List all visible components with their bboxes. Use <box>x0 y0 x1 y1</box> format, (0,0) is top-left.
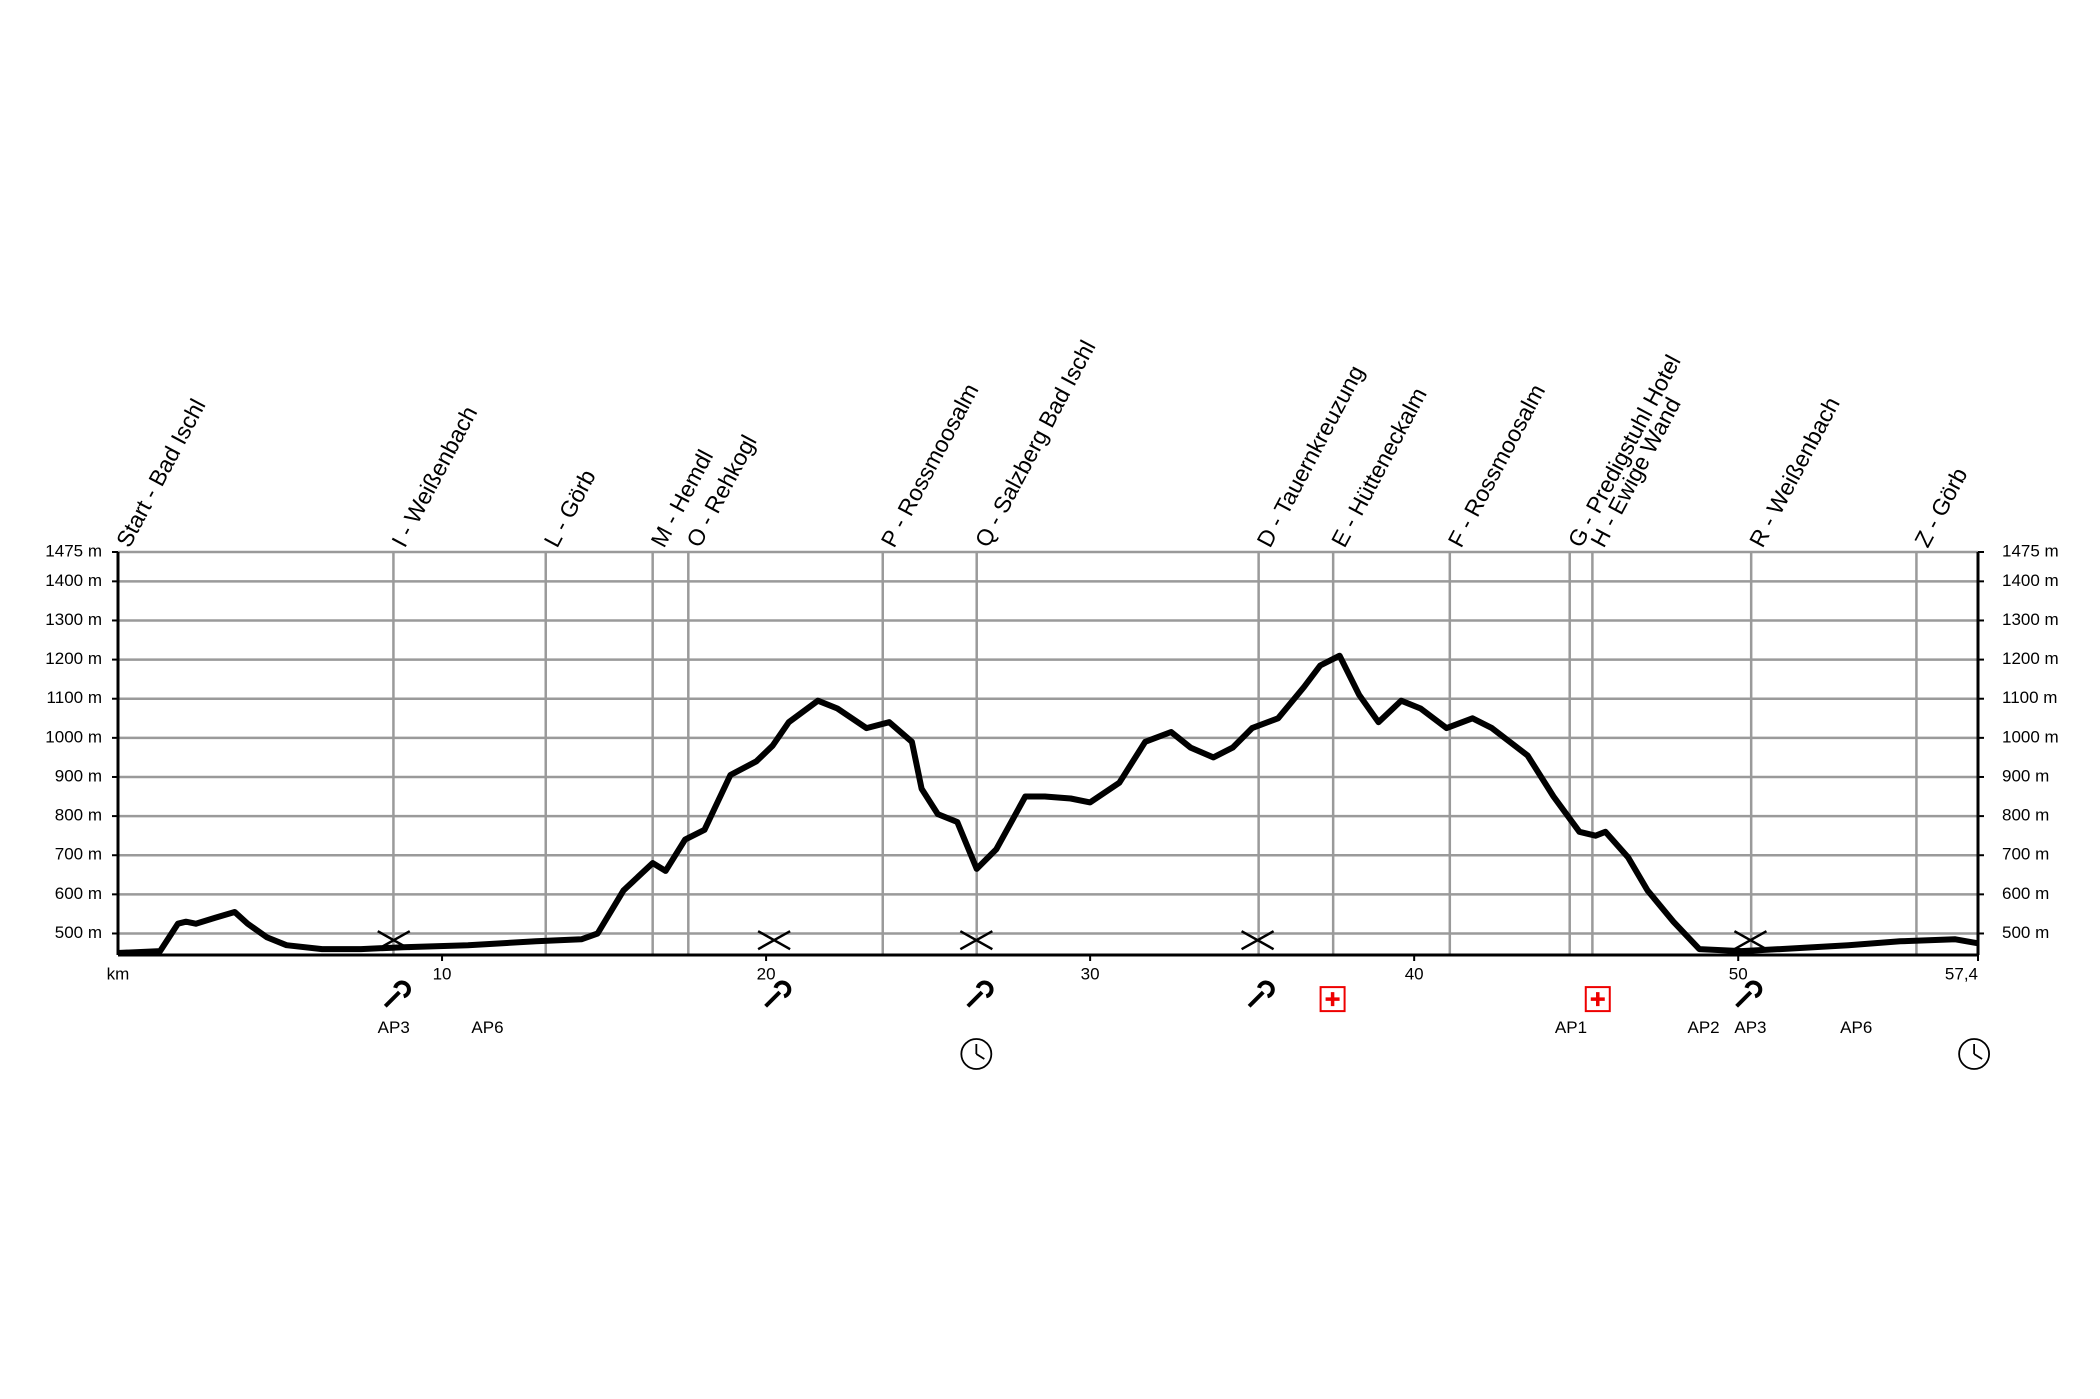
aid-station-label: AP1 <box>1555 1018 1587 1037</box>
wrench-icon <box>1247 980 1275 1008</box>
icon-stroke <box>1744 980 1763 999</box>
icon-stroke <box>764 990 782 1008</box>
y-tick-label: 1100 m <box>47 688 102 707</box>
icon-stroke <box>773 980 792 999</box>
icon-stroke <box>1257 980 1275 999</box>
icon-hands <box>975 1044 985 1060</box>
y-tick-label: 800 m <box>55 806 102 825</box>
icon-stroke <box>975 980 994 999</box>
aid-station-label: AP2 <box>1688 1018 1720 1037</box>
y2-tick-label: 600 m <box>2002 884 2049 903</box>
y-tick-label: 600 m <box>55 884 102 903</box>
wrench-icon <box>383 980 411 1008</box>
elevation-line <box>117 652 1979 956</box>
y2-tick-label: 1000 m <box>2002 727 2059 746</box>
waypoint-label: R - Weißenbach <box>1744 393 1845 552</box>
first-aid-icon <box>1584 986 1611 1013</box>
y-tick-label: 1300 m <box>45 610 102 629</box>
waypoint-label: Start - Bad Ischl <box>111 395 211 552</box>
x-axis-label: km <box>107 964 130 983</box>
y2-tick-label: 1300 m <box>2002 610 2059 629</box>
aid-station-label: AP3 <box>378 1018 410 1037</box>
x-tick-label: 30 <box>1081 964 1100 983</box>
y2-tick-label: 1400 m <box>2002 571 2059 590</box>
icon-stroke <box>1240 930 1275 951</box>
x-tick-label: 20 <box>757 964 776 983</box>
y2-tick-label: 1100 m <box>2002 688 2057 707</box>
wrench-icon <box>764 980 792 1008</box>
y-tick-label: 1000 m <box>45 727 102 746</box>
x-tick-label: 10 <box>433 964 452 983</box>
aid-station-label: AP6 <box>1840 1018 1872 1037</box>
waypoint-label: P - Rossmoosalm <box>876 379 984 551</box>
clock-icon <box>960 1038 993 1070</box>
waypoint-label: L - Görb <box>539 465 601 551</box>
x-tick-label: 40 <box>1405 964 1424 983</box>
food-icon <box>1733 930 1768 951</box>
aid-station-label: AP3 <box>1734 1018 1766 1037</box>
y-tick-label: 1475 m <box>45 541 102 560</box>
icon-cross <box>1590 992 1605 1007</box>
wrench-icon <box>966 980 994 1008</box>
y2-tick-label: 900 m <box>2002 766 2049 785</box>
clock-icon <box>1958 1038 1991 1070</box>
food-icon <box>757 930 791 951</box>
food-icon <box>377 930 411 951</box>
y-tick-label: 1200 m <box>45 649 102 668</box>
icon-stroke <box>757 930 791 951</box>
aid-station-label: AP6 <box>471 1018 503 1037</box>
icon-stroke <box>1733 930 1768 951</box>
y-tick-label: 1400 m <box>45 571 102 590</box>
y-tick-label: 900 m <box>55 766 102 785</box>
icon-cross <box>1325 992 1340 1007</box>
y2-tick-label: 1475 m <box>2002 541 2059 560</box>
y2-tick-label: 800 m <box>2002 806 2049 825</box>
icon-stroke <box>393 980 411 999</box>
icon-stroke <box>959 930 993 951</box>
icon-stroke <box>383 990 401 1008</box>
waypoint-label: Z - Görb <box>1909 463 1972 551</box>
first-aid-icon <box>1319 986 1346 1013</box>
icon-box <box>1319 986 1346 1013</box>
icon-hands <box>1973 1044 1983 1060</box>
icon-stroke <box>1735 990 1753 1008</box>
x-tick-label: 50 <box>1729 964 1748 983</box>
icon-stroke <box>1247 990 1265 1008</box>
x-tick-label: 57,4 <box>1945 964 1978 983</box>
y-tick-label: 700 m <box>55 845 102 864</box>
y2-tick-label: 500 m <box>2002 923 2049 942</box>
y2-tick-label: 1200 m <box>2002 649 2059 668</box>
waypoint-label: Q - Salzberg Bad Ischl <box>970 336 1101 551</box>
y2-tick-label: 700 m <box>2002 845 2049 864</box>
y-tick-label: 500 m <box>55 923 102 942</box>
food-icon <box>1240 930 1275 951</box>
food-icon <box>959 930 993 951</box>
icon-stroke <box>377 930 411 951</box>
waypoint-label: F - Rossmoosalm <box>1443 380 1551 551</box>
wrench-icon <box>1735 980 1763 1008</box>
icon-stroke <box>966 990 984 1008</box>
waypoint-label: I - Weißenbach <box>386 402 482 552</box>
